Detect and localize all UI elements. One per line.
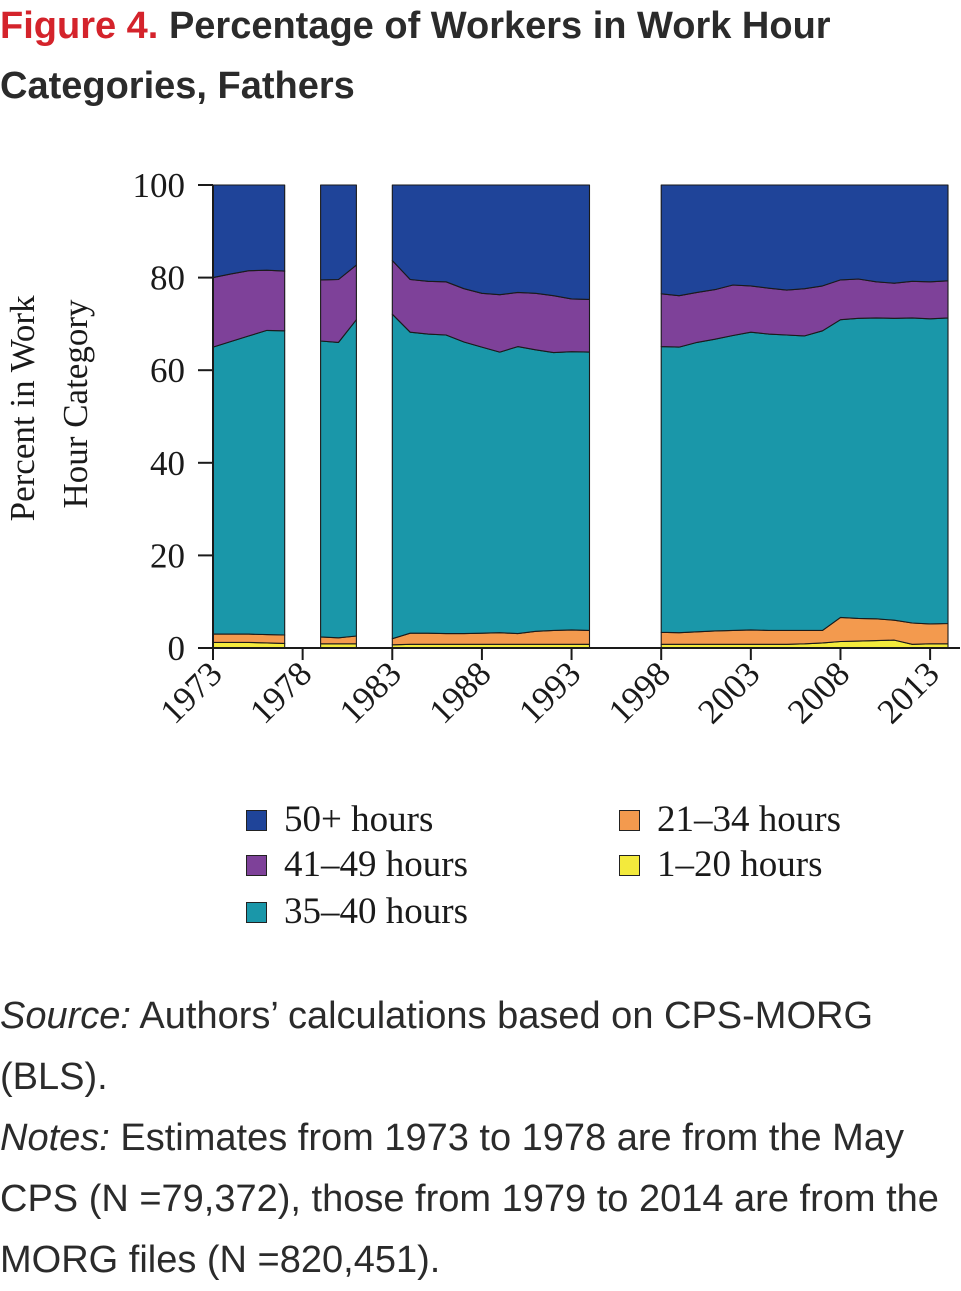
x-tick-label: 1983 — [332, 654, 409, 731]
legend-label: 50+ hours — [284, 799, 434, 840]
area-50-hours-segment-3 — [391, 184, 591, 300]
legend: 50+ hours 41–49 hours 35–40 hours 21–34 … — [246, 798, 946, 938]
y-tick-label: 100 — [133, 166, 186, 205]
x-tick-label: 2013 — [870, 654, 947, 731]
y-tick-label: 40 — [150, 444, 185, 483]
x-axis: 1973 1978 1983 1988 1993 1998 2003 2008 2013 — [153, 647, 960, 731]
y-axis-label-line-1: Percent in Work — [3, 295, 42, 521]
notes-label: Notes: — [0, 1117, 110, 1159]
x-tick-label: 1988 — [421, 654, 498, 731]
legend-label: 41–49 hours — [284, 844, 468, 885]
source-notes: Source: Authors’ calculations based on C… — [0, 986, 955, 1291]
legend-label: 35–40 hours — [284, 891, 468, 932]
figure-label: Figure 4. — [0, 5, 159, 47]
x-tick-label: 1998 — [601, 654, 678, 731]
source-text: Authors’ calculations based on CPS-MORG … — [0, 995, 874, 1098]
figure-title-text: Percentage of Workers in Work Hour Categ… — [0, 5, 831, 107]
y-tick-label: 60 — [150, 351, 185, 390]
y-tick-label: 80 — [150, 259, 185, 298]
figure-title: Figure 4. Percentage of Workers in Work … — [0, 0, 955, 116]
x-tick-label: 2008 — [780, 654, 857, 731]
area-50-hours-segment-1 — [212, 184, 286, 279]
legend-label: 21–34 hours — [657, 799, 841, 840]
area-21-34-hours-segment-1 — [212, 633, 286, 644]
area-35-40-hours-segment-2 — [320, 319, 357, 639]
legend-swatch — [246, 902, 267, 923]
y-axis-label-line-2: Hour Category — [56, 299, 95, 508]
area-50-hours-segment-2 — [320, 184, 357, 281]
x-tick-label: 1993 — [511, 654, 588, 731]
legend-swatch — [619, 810, 640, 831]
x-tick-label: 2003 — [690, 654, 767, 731]
area-50-hours-segment-4 — [660, 184, 949, 297]
chart-areas — [212, 184, 949, 649]
area-35-40-hours-segment-3 — [391, 313, 591, 640]
y-axis: 0 20 40 60 80 100 — [133, 166, 214, 668]
y-tick-label: 0 — [168, 629, 186, 668]
legend-label: 1–20 hours — [657, 844, 823, 885]
legend-swatch — [246, 810, 267, 831]
legend-swatch — [619, 855, 640, 876]
legend-swatch — [246, 855, 267, 876]
notes-text: Estimates from 1973 to 1978 are from the… — [0, 1117, 939, 1281]
area-35-40-hours-segment-4 — [660, 317, 949, 634]
x-tick-label: 1978 — [242, 654, 319, 731]
source-label: Source: — [0, 995, 131, 1037]
y-axis-label: Percent in Work Hour Category — [3, 287, 95, 522]
y-tick-label: 20 — [150, 536, 185, 575]
area-35-40-hours-segment-1 — [212, 329, 286, 636]
x-tick-label: 1973 — [153, 654, 230, 731]
